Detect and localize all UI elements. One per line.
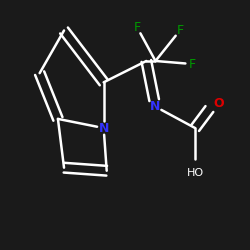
Text: HO: HO <box>186 168 204 178</box>
Text: N: N <box>150 100 161 113</box>
Text: N: N <box>98 122 109 134</box>
Text: O: O <box>214 97 224 110</box>
Text: F: F <box>188 58 196 70</box>
Text: F: F <box>176 24 184 37</box>
Text: F: F <box>134 21 141 34</box>
